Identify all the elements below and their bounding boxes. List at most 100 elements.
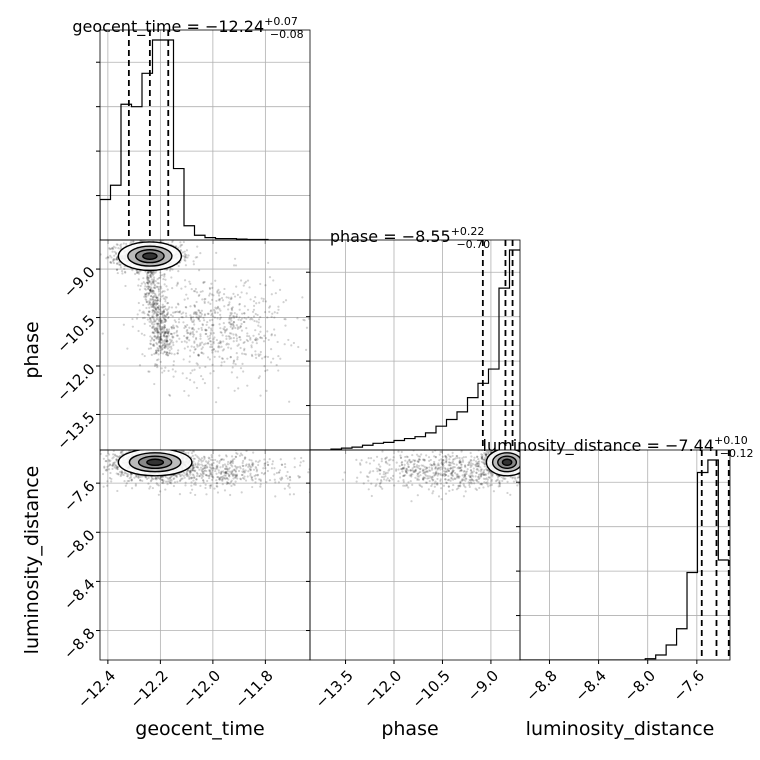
sample-point <box>158 317 162 321</box>
sample-point <box>166 339 169 342</box>
sample-point <box>231 470 234 473</box>
sample-point <box>210 475 214 478</box>
sample-point <box>210 349 214 352</box>
sample-point <box>185 293 188 296</box>
sample-point <box>268 478 272 482</box>
sample-point <box>189 473 192 476</box>
sample-point <box>247 470 250 473</box>
sample-point <box>164 318 167 322</box>
sample-point <box>209 447 211 449</box>
sample-point <box>243 349 246 352</box>
sample-point <box>168 352 171 355</box>
sample-point <box>139 479 142 482</box>
sample-point <box>268 310 271 314</box>
sample-point <box>190 484 193 487</box>
sample-point <box>254 350 257 353</box>
sample-point <box>199 342 202 345</box>
sample-point <box>250 466 253 469</box>
sample-point <box>159 335 163 338</box>
sample-point <box>153 445 155 447</box>
sample-point <box>144 297 147 301</box>
sample-point <box>264 300 268 303</box>
sample-point <box>273 328 276 331</box>
sample-point <box>190 327 194 330</box>
sample-point <box>170 446 172 448</box>
sample-point <box>230 332 233 335</box>
sample-point <box>195 474 199 478</box>
sample-point <box>215 307 218 310</box>
sample-point <box>157 331 161 335</box>
sample-point <box>260 471 263 475</box>
sample-point <box>230 316 233 319</box>
sample-point <box>161 341 164 344</box>
sample-point <box>161 478 164 482</box>
sample-point <box>120 471 123 474</box>
sample-point <box>235 474 238 477</box>
sample-point <box>230 461 233 464</box>
sample-point <box>250 476 253 479</box>
sample-point <box>199 484 202 487</box>
sample-point <box>231 366 234 369</box>
sample-point <box>174 320 177 324</box>
sample-point <box>142 303 145 307</box>
sample-point <box>192 260 195 263</box>
sample-point <box>203 470 206 473</box>
sample-point <box>278 469 282 472</box>
sample-point <box>236 358 239 361</box>
sample-point <box>216 464 219 467</box>
sample-point <box>170 340 173 343</box>
sample-point <box>171 335 174 338</box>
sample-point <box>226 463 229 466</box>
sample-point <box>162 308 166 312</box>
sample-point <box>200 463 203 466</box>
sample-point <box>191 468 194 472</box>
sample-point <box>153 295 156 299</box>
sample-point <box>152 279 155 282</box>
sample-point <box>145 295 148 298</box>
sample-point <box>145 272 149 275</box>
sample-point <box>218 291 222 294</box>
sample-point <box>218 341 221 344</box>
sample-point <box>149 299 152 302</box>
sample-point <box>176 302 180 305</box>
sample-point <box>266 469 269 473</box>
sample-point <box>202 479 205 482</box>
sample-point <box>230 471 233 474</box>
density-contour <box>142 252 158 261</box>
sample-point <box>239 325 242 328</box>
sample-point <box>224 477 227 481</box>
sample-point <box>210 312 214 315</box>
sample-point <box>249 465 252 468</box>
sample-point <box>266 330 269 333</box>
sample-point <box>134 272 137 276</box>
sample-point <box>161 339 164 342</box>
sample-point <box>236 376 239 379</box>
sample-point <box>191 469 195 472</box>
sample-point <box>212 332 215 335</box>
panel-border <box>99 239 311 451</box>
sample-point <box>235 448 237 450</box>
sample-point <box>224 467 227 470</box>
sample-point <box>255 337 258 340</box>
sample-point <box>229 297 232 301</box>
sample-point <box>243 456 247 459</box>
sample-point <box>162 481 165 485</box>
sample-point <box>151 303 154 306</box>
sample-point <box>242 459 245 463</box>
sample-point <box>162 317 166 320</box>
sample-point <box>156 328 159 331</box>
sample-point <box>164 300 167 303</box>
sample-point <box>174 370 177 373</box>
sample-point <box>195 478 198 481</box>
sample-point <box>117 473 120 476</box>
sample-point <box>268 275 272 279</box>
sample-point <box>148 447 150 449</box>
sample-point <box>226 470 229 473</box>
sample-point <box>244 280 248 283</box>
sample-point <box>111 247 114 250</box>
sample-point <box>207 456 210 459</box>
sample-point <box>241 352 244 355</box>
sample-point <box>211 475 214 478</box>
sample-point <box>149 288 152 292</box>
title-luminosity-distance: luminosity_distance = −7.44+0.10 −0.12 <box>483 434 754 460</box>
